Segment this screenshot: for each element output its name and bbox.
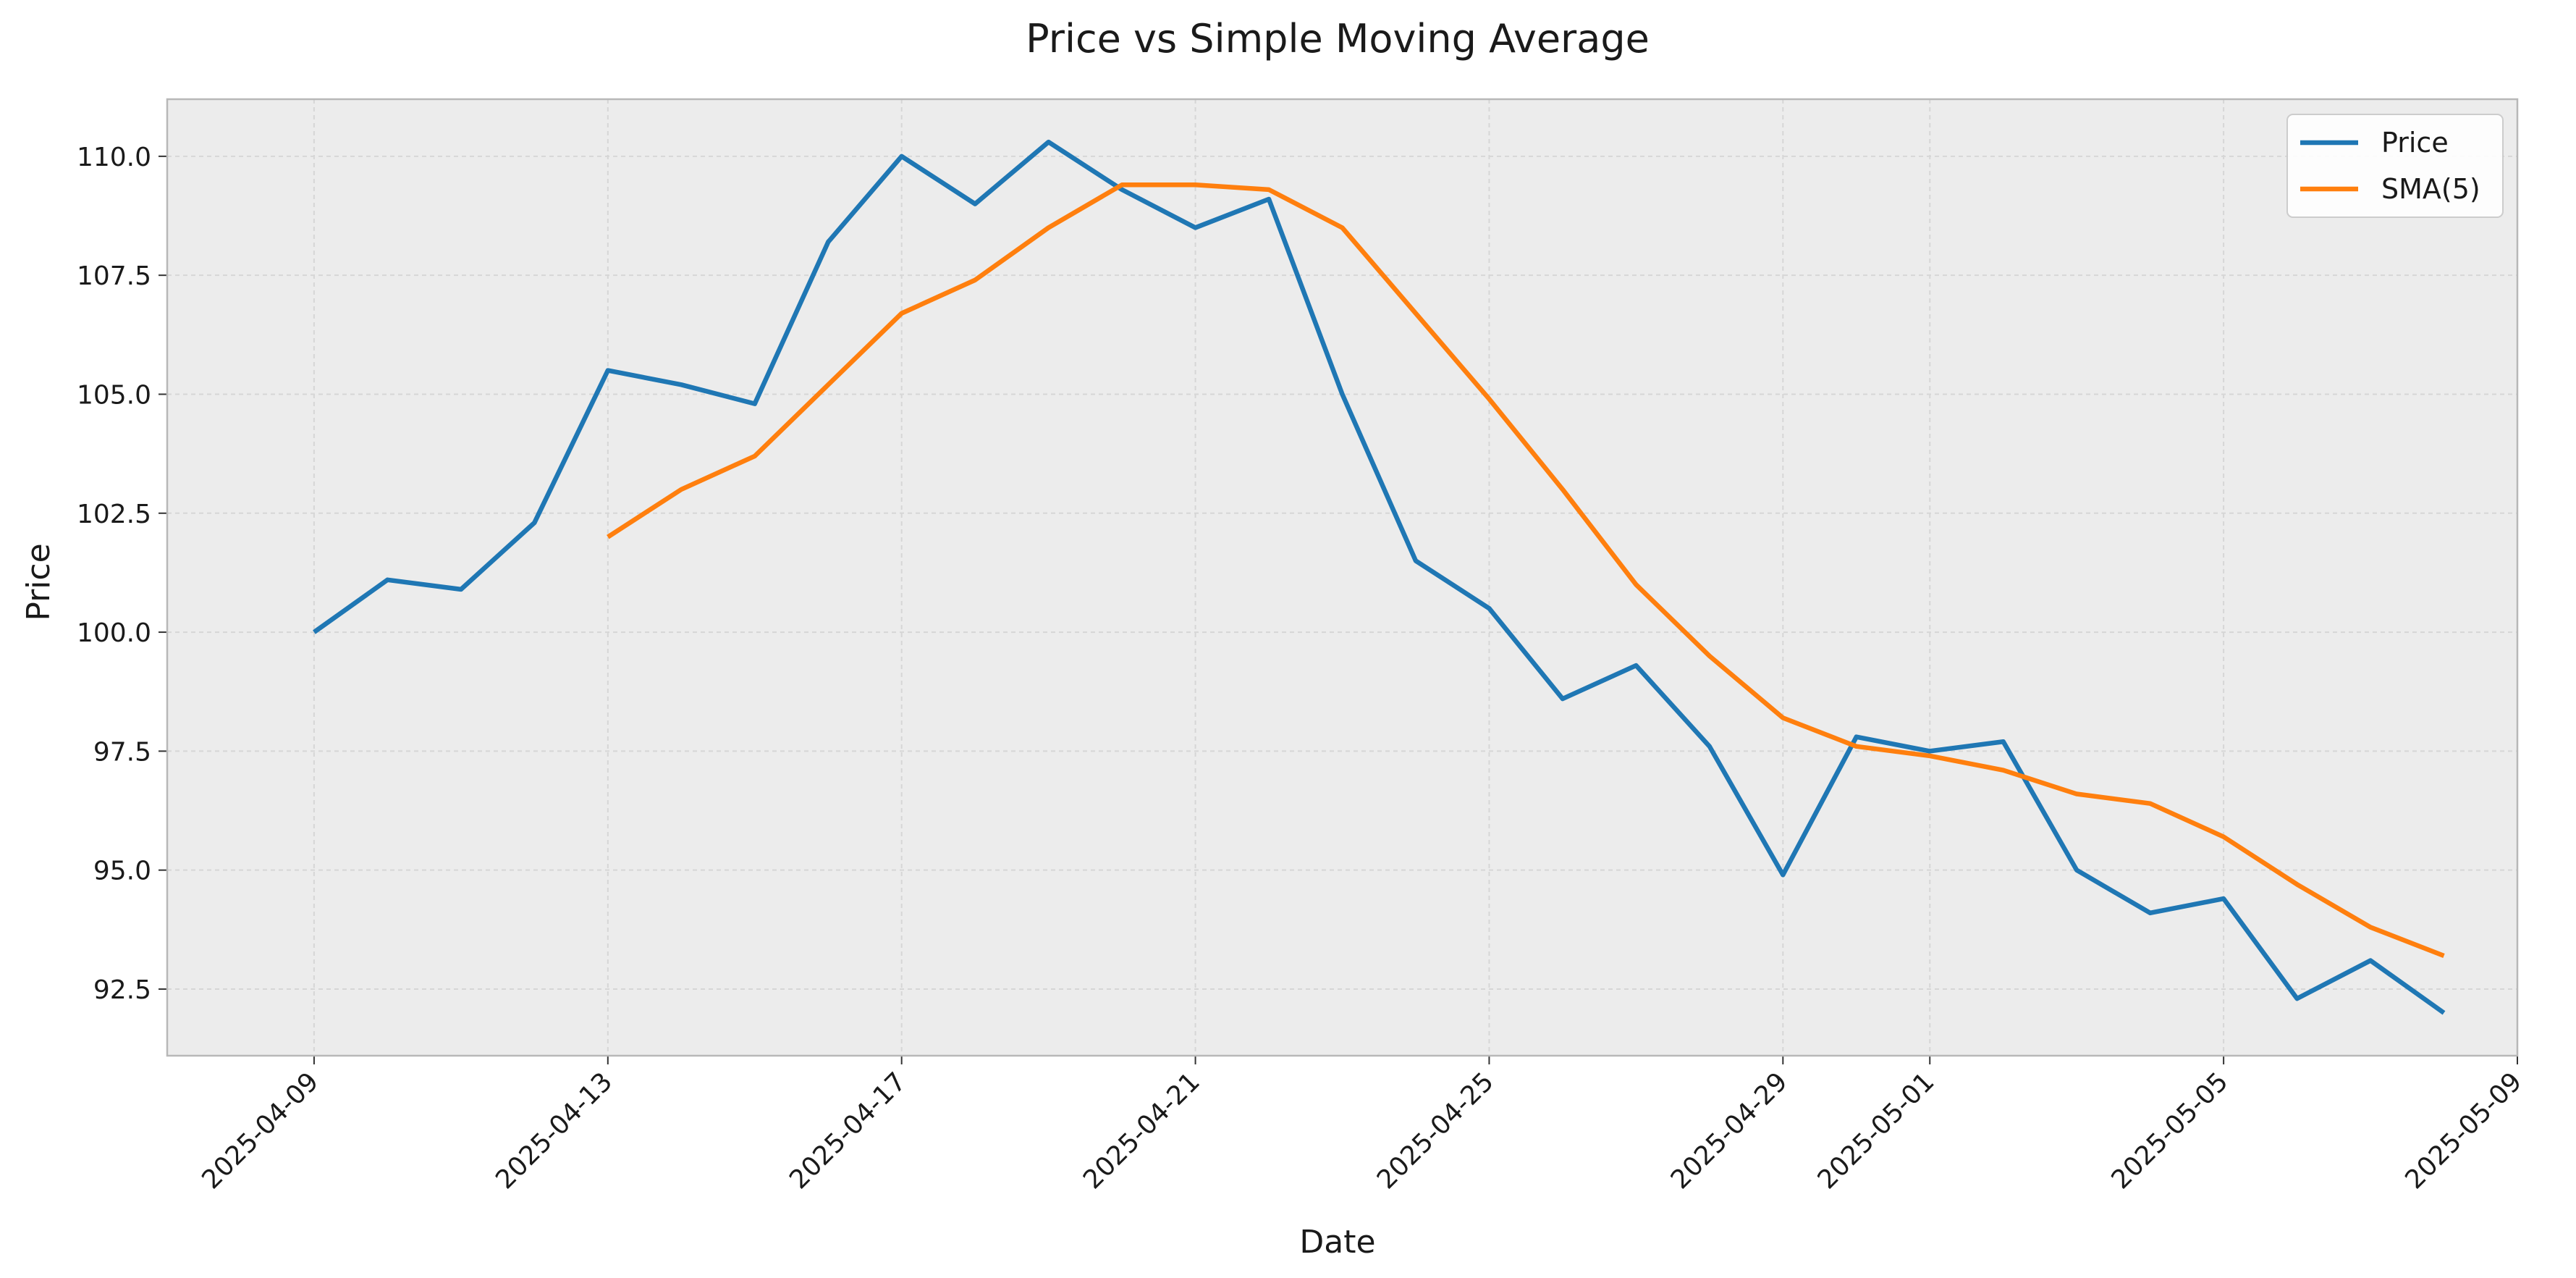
y-tick-label: 95.0 — [93, 857, 151, 886]
data-point-sma-5 — [606, 534, 610, 539]
y-tick-label: 97.5 — [93, 737, 151, 767]
data-point-sma-5 — [973, 278, 977, 282]
legend-label-price: Price — [2381, 127, 2449, 159]
data-point-price — [2221, 896, 2226, 901]
data-point-sma-5 — [1487, 397, 1491, 401]
data-point-price — [606, 368, 610, 372]
data-point-price — [459, 587, 463, 592]
x-tick-label: 2025-04-09 — [196, 1067, 324, 1195]
series-sma-5 — [606, 182, 2446, 959]
data-point-price — [753, 401, 757, 405]
data-point-sma-5 — [1707, 654, 1712, 658]
y-tick-label: 105.0 — [77, 380, 151, 410]
data-point-sma-5 — [2294, 882, 2299, 886]
y-tick-label: 102.5 — [77, 500, 151, 529]
data-point-price — [2074, 867, 2079, 872]
data-point-sma-5 — [679, 487, 683, 492]
x-tick-label: 2025-05-05 — [2106, 1067, 2234, 1195]
chart-title: Price vs Simple Moving Average — [1026, 16, 1650, 62]
data-point-price — [1781, 873, 1785, 877]
data-point-sma-5 — [1927, 754, 1932, 758]
data-point-sma-5 — [1046, 225, 1050, 230]
data-point-price — [1487, 606, 1491, 610]
series-line-sma-5 — [607, 182, 2445, 959]
data-point-price — [1046, 140, 1050, 144]
data-point-price — [1707, 744, 1712, 749]
legend: Price SMA(5) — [2286, 114, 2504, 218]
data-point-price — [1854, 734, 1859, 739]
data-point-sma-5 — [2074, 791, 2079, 796]
x-tick-label: 2025-04-13 — [490, 1067, 618, 1195]
data-point-price — [2294, 996, 2299, 1001]
data-point-sma-5 — [1340, 225, 1344, 230]
data-point-sma-5 — [2001, 768, 2006, 772]
legend-box — [2286, 114, 2504, 218]
data-point-sma-5 — [1781, 715, 1785, 720]
data-point-price — [1561, 697, 1565, 701]
data-point-sma-5 — [2441, 954, 2446, 958]
data-point-price — [1927, 749, 1932, 753]
x-tick-label: 2025-04-17 — [784, 1067, 912, 1195]
data-point-price — [1340, 392, 1344, 396]
series-lines — [312, 139, 2446, 1015]
data-point-sma-5 — [2221, 834, 2226, 838]
data-point-price — [2368, 958, 2373, 962]
y-tick-label: 92.5 — [93, 975, 151, 1005]
data-point-price — [532, 521, 536, 525]
data-point-sma-5 — [1634, 582, 1638, 587]
data-point-price — [385, 578, 389, 582]
data-point-price — [1414, 558, 1418, 563]
data-point-sma-5 — [1267, 188, 1271, 192]
data-point-price — [1193, 225, 1197, 230]
y-tick-label: 100.0 — [77, 618, 151, 648]
legend-label-sma-5: SMA(5) — [2381, 173, 2480, 205]
data-point-sma-5 — [1561, 487, 1565, 492]
series-line-price — [313, 139, 2446, 1015]
data-point-price — [679, 382, 683, 387]
data-point-sma-5 — [1120, 182, 1124, 187]
data-point-sma-5 — [753, 454, 757, 458]
data-point-sma-5 — [2368, 925, 2373, 929]
data-point-sma-5 — [1193, 182, 1197, 187]
x-tick-label: 2025-05-01 — [1812, 1067, 1941, 1195]
x-axis-label: Date — [1299, 1224, 1375, 1261]
data-point-sma-5 — [2148, 801, 2152, 805]
data-point-sma-5 — [1854, 744, 1859, 749]
x-tick-label: 2025-04-21 — [1078, 1067, 1206, 1195]
x-tick-label: 2025-05-09 — [2399, 1067, 2528, 1195]
x-tick-label: 2025-04-29 — [1665, 1067, 1794, 1195]
data-point-price — [826, 240, 830, 244]
data-point-sma-5 — [1414, 311, 1418, 316]
y-tick-label: 110.0 — [77, 143, 151, 172]
x-tick-label: 2025-04-25 — [1372, 1067, 1500, 1195]
data-point-price — [2441, 1011, 2446, 1015]
data-point-price — [312, 630, 316, 634]
data-point-price — [2001, 739, 2006, 744]
data-point-price — [1634, 663, 1638, 668]
data-point-price — [899, 154, 903, 159]
data-point-price — [973, 201, 977, 206]
y-axis-label: Price — [20, 543, 57, 621]
data-point-sma-5 — [899, 311, 903, 316]
y-tick-label: 107.5 — [77, 261, 151, 291]
plot-frame — [166, 98, 2519, 1057]
data-point-sma-5 — [826, 382, 830, 387]
data-point-price — [1267, 197, 1271, 201]
series-price — [312, 139, 2446, 1015]
data-point-price — [2148, 911, 2152, 915]
